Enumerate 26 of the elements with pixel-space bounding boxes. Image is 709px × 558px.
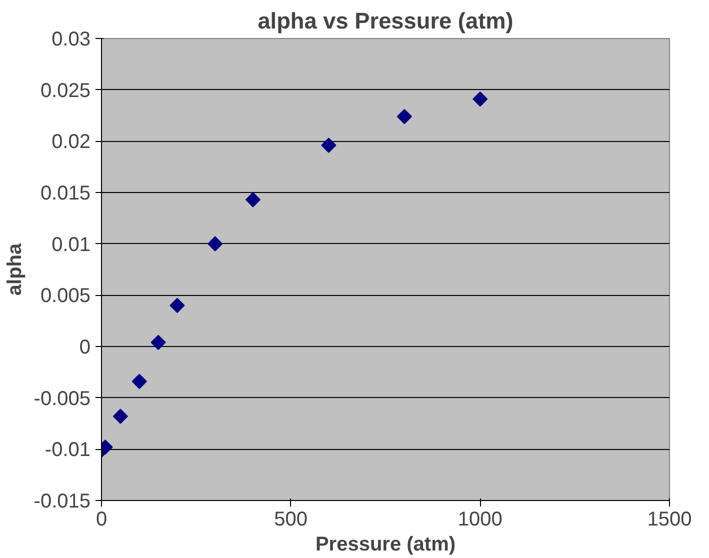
y-tick-label: 0 [79,336,90,358]
y-tick-label: 0.005 [40,285,91,308]
y-axis-title: alpha [4,242,26,296]
x-tick-label: 0 [96,508,108,530]
point [150,334,166,350]
point [321,138,336,153]
y-tick-label: 0.03 [52,28,91,50]
x-tick-label: 1500 [647,508,692,530]
point [170,298,185,314]
point [396,108,412,124]
point [472,92,488,107]
x-axis-title: Pressure (atm) [315,534,456,556]
y-tick-label: 0.015 [40,182,91,204]
point [132,374,147,389]
x-tick-label: 1000 [458,508,502,530]
x-tick-label: 500 [274,508,308,530]
point [112,408,128,424]
y-tick-label: -0.01 [44,439,91,462]
point [208,236,223,252]
y-tick-label: 0.01 [52,234,91,256]
chart-title: alpha vs Pressure (atm) [258,8,514,34]
y-tick-label: 0.02 [52,131,91,154]
y-tick-label: -0.005 [34,388,91,410]
y-tick-label: 0.025 [40,80,91,102]
point [245,192,261,208]
y-tick-label: -0.015 [34,490,91,512]
